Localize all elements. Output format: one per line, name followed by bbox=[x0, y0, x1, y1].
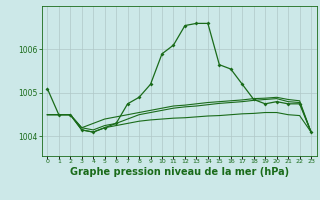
X-axis label: Graphe pression niveau de la mer (hPa): Graphe pression niveau de la mer (hPa) bbox=[70, 167, 289, 177]
